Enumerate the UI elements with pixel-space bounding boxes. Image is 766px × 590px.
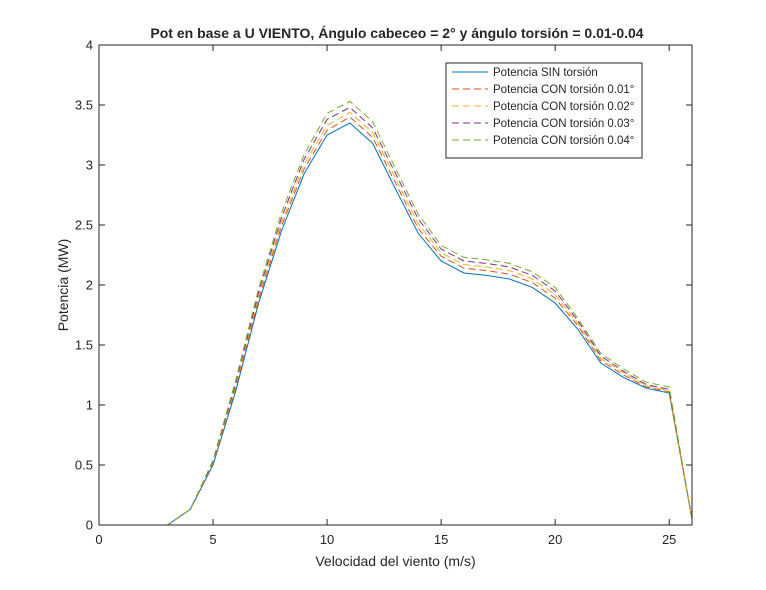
legend: Potencia SIN torsión Potencia CON torsión… [445, 62, 643, 159]
x-tick-label-3: 15 [434, 532, 448, 547]
y-tick-label-0: 0 [86, 518, 93, 533]
x-tick-label-5: 25 [662, 532, 676, 547]
legend-box [445, 62, 643, 159]
y-tick-label-4: 2 [86, 278, 93, 293]
y-tick-label-3: 1.5 [75, 338, 93, 353]
x-tick-label-0: 0 [95, 532, 102, 547]
series-lines [99, 100, 692, 525]
x-axis-label: Velocidad del viento (m/s) [315, 553, 475, 569]
x-tick-label-2: 10 [320, 532, 334, 547]
y-tick-label-1: 0.5 [75, 458, 93, 473]
legend-label-2: Potencia CON torsión 0.02° [493, 101, 634, 113]
y-tick-label-6: 3 [86, 158, 93, 173]
series-line-4 [99, 100, 692, 525]
y-tick-label-7: 3.5 [75, 98, 93, 113]
y-tick-label-8: 4 [86, 38, 93, 53]
legend-label-1: Potencia CON torsión 0.01° [493, 84, 634, 96]
x-tick-label-1: 5 [209, 532, 216, 547]
y-tick-label-5: 2.5 [75, 218, 93, 233]
y-tick-label-2: 1 [86, 398, 93, 413]
x-tick-label-4: 20 [548, 532, 562, 547]
legend-label-3: Potencia CON torsión 0.03° [493, 118, 634, 130]
legend-label-4: Potencia CON torsión 0.04° [493, 135, 634, 147]
chart-title: Pot en base a U VIENTO, Ángulo cabeceo =… [150, 25, 643, 41]
y-axis-label: Potencia (MW) [55, 239, 71, 332]
legend-label-0: Potencia SIN torsión [493, 67, 598, 79]
axes: 0 5 10 15 20 25 0 0.5 1 1.5 2 2.5 3 3.5 4 [75, 38, 693, 547]
